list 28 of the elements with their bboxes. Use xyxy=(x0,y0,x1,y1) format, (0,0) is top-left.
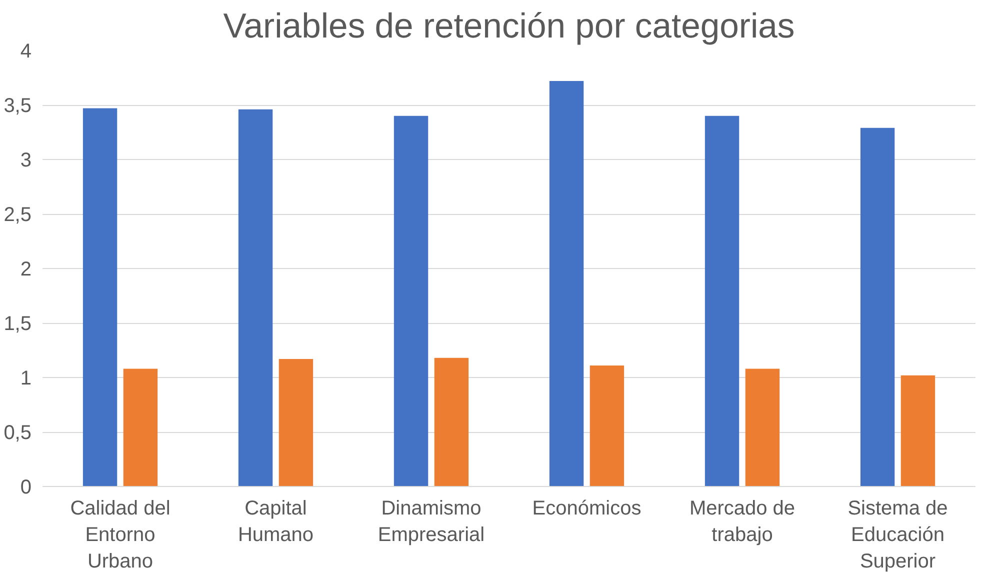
bar xyxy=(590,366,624,486)
bar xyxy=(82,108,118,486)
bar xyxy=(123,368,158,486)
y-tick-label: 3 xyxy=(20,150,32,172)
x-tick-label: Calidad del Entorno Urbano xyxy=(70,498,170,572)
bar xyxy=(278,358,314,486)
x-tick-label: Capital Humano xyxy=(238,498,314,546)
y-tick-label: 0 xyxy=(20,476,32,498)
y-tick-label: 2,5 xyxy=(4,204,32,226)
bar xyxy=(900,375,936,486)
x-tick-label: Sistema de Educación Superior xyxy=(848,498,948,572)
bar xyxy=(745,368,780,486)
bar xyxy=(434,358,469,486)
y-tick-label: 0,5 xyxy=(4,422,32,444)
bar xyxy=(704,116,740,486)
chart-title: Variables de retención por categorias xyxy=(223,8,795,46)
bar xyxy=(860,128,895,486)
x-tick-label: Mercado de trabajo xyxy=(689,498,796,546)
y-tick-label: 2 xyxy=(20,258,32,280)
y-tick-label: 1,5 xyxy=(4,313,32,335)
bar xyxy=(238,109,273,486)
y-tick-label: 1 xyxy=(20,368,32,390)
x-tick-label: Dinamismo Empresarial xyxy=(378,498,485,546)
y-tick-label: 4 xyxy=(20,40,32,62)
y-tick-label: 3,5 xyxy=(4,95,32,117)
bar xyxy=(549,81,584,486)
bar xyxy=(394,116,428,486)
x-tick-label: Económicos xyxy=(532,498,642,520)
